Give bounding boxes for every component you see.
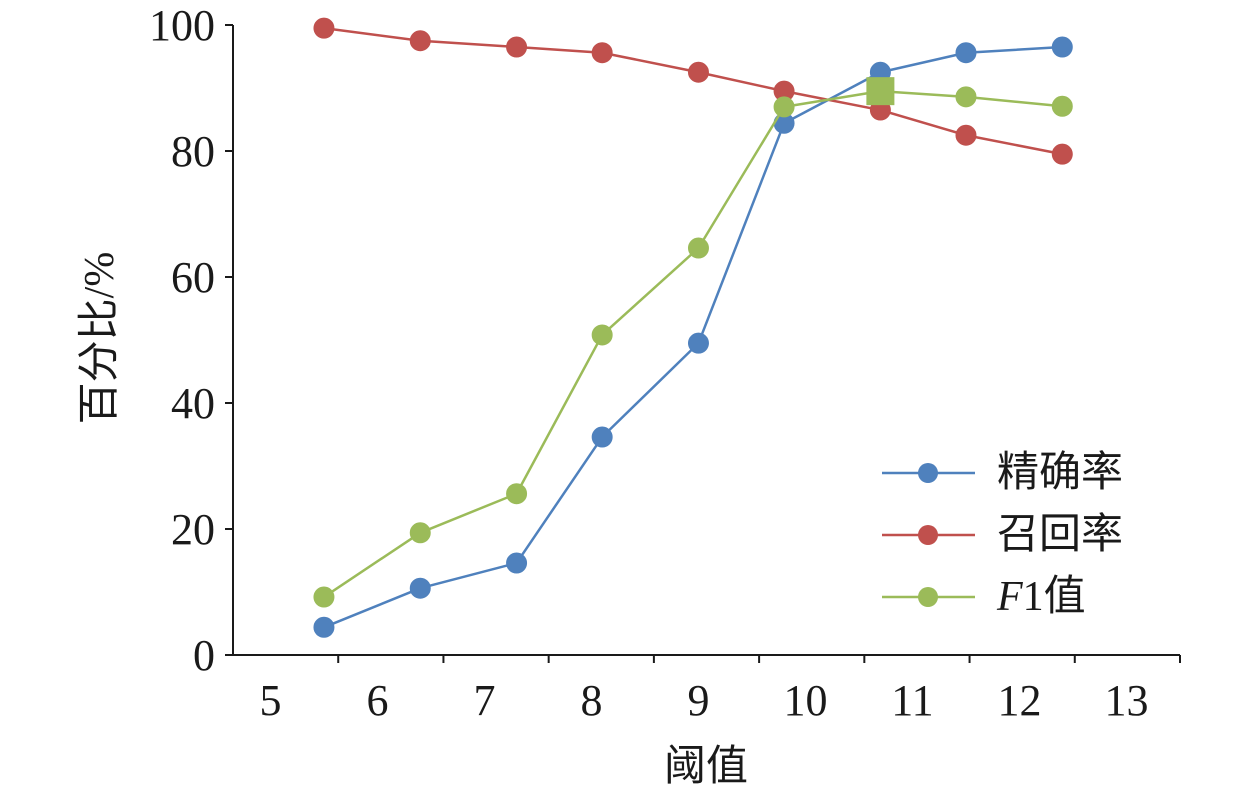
series-2-point: [1051, 143, 1073, 165]
series-2-point: [955, 124, 977, 146]
x-tick-label: 8: [580, 676, 602, 725]
y-tick-label: 0: [193, 631, 215, 680]
legend-label-f1: F1值: [997, 574, 1086, 620]
series-1-point: [506, 552, 528, 574]
series-3: [313, 77, 1073, 608]
x-tick-label: 9: [687, 676, 709, 725]
series-1-point: [591, 426, 613, 448]
series-3-point: [955, 86, 977, 108]
series-3-square-point: [866, 77, 895, 106]
x-axis-title: 阈值: [664, 744, 748, 790]
x-tick-label: 10: [783, 676, 827, 725]
series-1-point: [313, 616, 335, 638]
series-2-point: [591, 42, 613, 64]
series-1-point: [955, 42, 977, 64]
series-2-point: [687, 61, 709, 83]
x-tick-label: 11: [891, 676, 933, 725]
y-axis-title: 百分比/%: [77, 252, 123, 425]
series-3-point: [687, 237, 709, 259]
series-3-point: [591, 324, 613, 346]
y-tick-label: 20: [171, 505, 215, 554]
series-3-point: [1051, 95, 1073, 117]
series-2-point: [506, 36, 528, 58]
x-tick-label: 5: [259, 676, 281, 725]
series-1-point: [409, 577, 431, 599]
legend-item-recall: 召回率: [882, 504, 1123, 566]
axes: 0 20 40 60 80 100 5 6 7 8 9 10 11 12 13: [149, 1, 1181, 725]
series-3-point: [313, 586, 335, 608]
series-2: [313, 17, 1073, 165]
y-tick-label: 100: [149, 1, 215, 50]
y-tick-label: 80: [171, 127, 215, 176]
legend-label-precision: 精确率: [997, 450, 1124, 496]
y-tick-label: 60: [171, 253, 215, 302]
x-tick-label: 13: [1104, 676, 1148, 725]
series-3-point: [506, 483, 528, 505]
series-1-point: [1051, 36, 1073, 58]
y-tick-label: 40: [171, 379, 215, 428]
series-1-point: [687, 332, 709, 354]
series-2-point: [313, 17, 335, 39]
legend-swatch-f1: [882, 587, 975, 607]
series-2-line: [323, 26, 1063, 156]
legend-item-f1: F1值: [882, 566, 1123, 628]
x-tick-label: 12: [997, 676, 1041, 725]
series-3-point: [409, 522, 431, 544]
legend: 精确率 召回率 F1值: [882, 442, 1123, 628]
x-tick-label: 7: [473, 676, 495, 725]
legend-swatch-precision: [882, 463, 975, 483]
legend-item-precision: 精确率: [882, 442, 1123, 504]
series-2-point: [409, 30, 431, 52]
legend-swatch-recall: [882, 525, 975, 545]
legend-label-recall: 召回率: [997, 512, 1124, 558]
x-tick-label: 6: [366, 676, 388, 725]
series-3-point: [773, 96, 795, 118]
